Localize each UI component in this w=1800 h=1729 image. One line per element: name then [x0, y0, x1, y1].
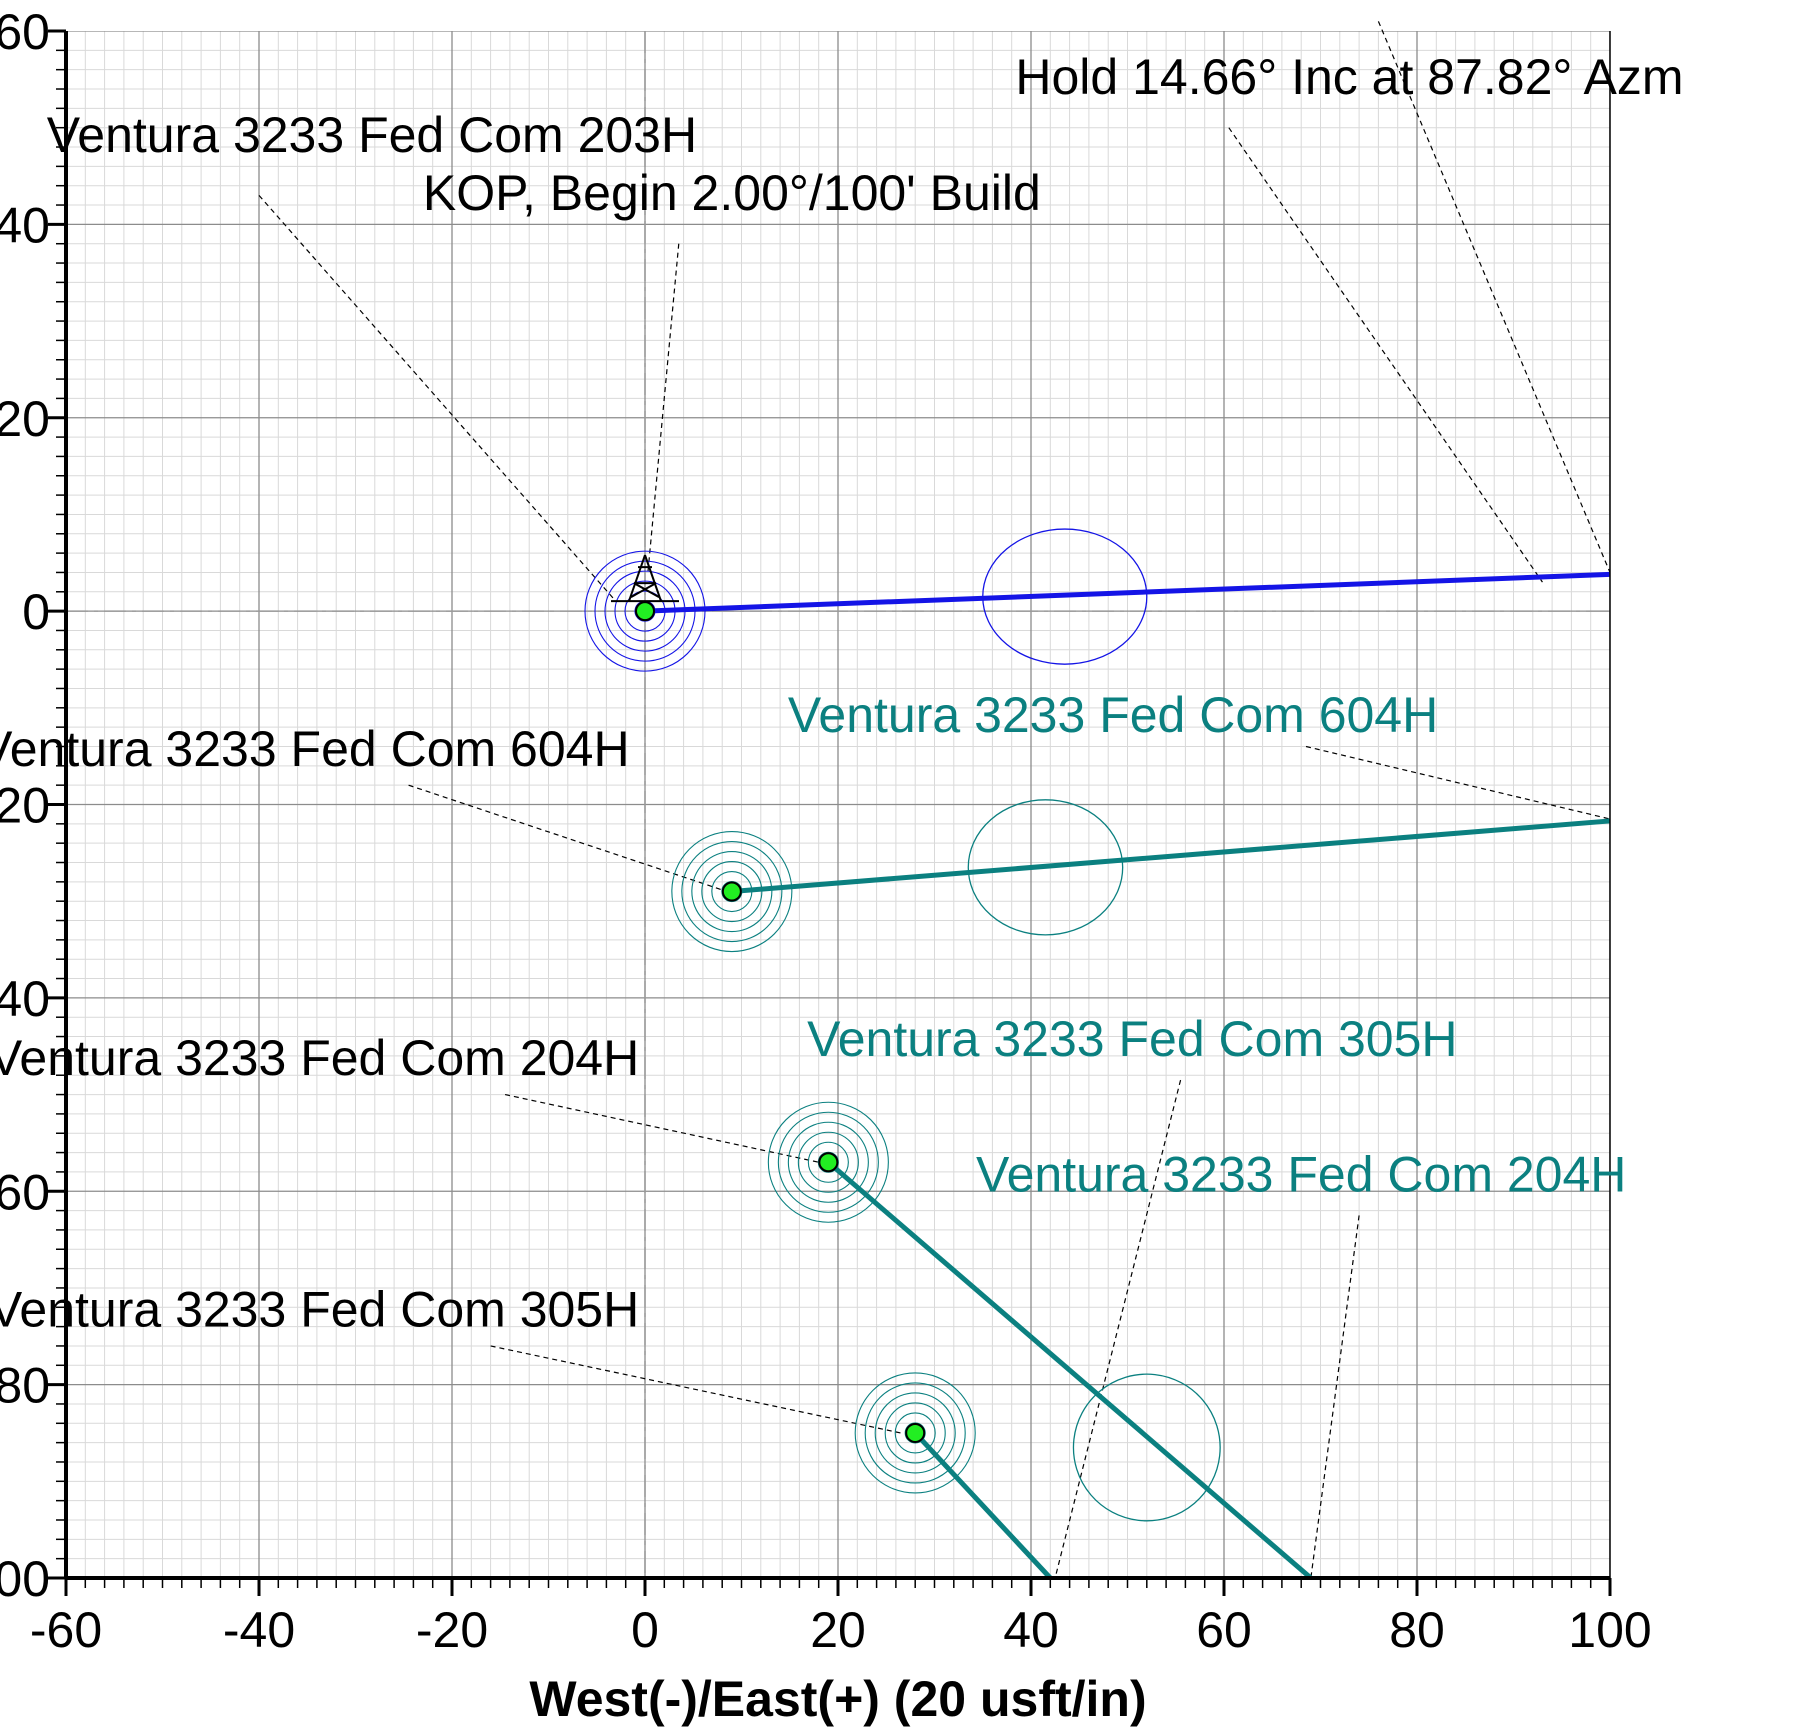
location-ring	[874, 1392, 956, 1474]
leader-line	[1054, 1079, 1182, 1579]
annotation-label: Ventura 3233 Fed Com 604H	[0, 721, 630, 777]
leader-line	[1305, 745, 1611, 820]
leader-line	[1228, 127, 1543, 583]
trajectory-line	[731, 818, 1611, 895]
leader-line	[647, 243, 680, 573]
y-tick-label: 60	[0, 4, 50, 60]
surface-location-marker	[635, 601, 655, 622]
x-tick-label: 80	[1389, 1602, 1445, 1658]
x-tick-label: -40	[223, 1602, 295, 1658]
annotation-label: Ventura 3233 Fed Com 305H	[807, 1011, 1457, 1067]
y-tick-label: -60	[0, 1164, 50, 1220]
location-ring	[777, 1111, 879, 1213]
y-tick-label: 40	[0, 197, 50, 253]
annotation-label: Hold 14.66° Inc at 87.82° Azm	[1015, 49, 1683, 105]
rig-strut	[628, 554, 646, 602]
surface-location-markers	[635, 601, 926, 1443]
rig-strut	[633, 582, 660, 598]
x-tick-label: 60	[1196, 1602, 1252, 1658]
x-tick-label: 40	[1003, 1602, 1059, 1658]
y-tick-label: -100	[0, 1551, 50, 1607]
uncertainty-ellipse	[1072, 1373, 1221, 1522]
x-tick-label: 0	[631, 1602, 659, 1658]
origin-axis-lines	[66, 31, 1610, 1578]
rig-strut	[644, 554, 662, 602]
annotation-leader-lines	[258, 21, 1611, 1579]
y-tick-label: -80	[0, 1358, 50, 1414]
surface-location-marker	[905, 1422, 926, 1443]
leader-line	[408, 784, 728, 893]
x-tick-label: -20	[416, 1602, 488, 1658]
x-tick-label: -60	[30, 1602, 102, 1658]
location-ring	[807, 1141, 849, 1183]
location-ring	[767, 1101, 889, 1223]
tick-marks	[48, 29, 1612, 1596]
location-ring	[787, 1121, 869, 1203]
annotation-label: Ventura 3233 Fed Com 604H	[788, 687, 1438, 743]
annotation-label: Ventura 3233 Fed Com 305H	[0, 1282, 639, 1338]
y-tick-label: 0	[22, 584, 50, 640]
leader-line	[1377, 21, 1611, 573]
leader-line	[1310, 1215, 1360, 1579]
trajectory-line	[644, 571, 1611, 614]
y-tick-labels: 60 40 20 0 -20 -40 -60 -80 -100	[0, 4, 50, 1607]
x-axis-title: West(-)/East(+) (20 usft/in)	[529, 1671, 1146, 1727]
location-ring	[681, 840, 783, 943]
y-tick-label: -20	[0, 778, 50, 834]
rig-strut	[630, 582, 657, 598]
leader-line	[258, 194, 617, 602]
location-ring	[797, 1131, 859, 1193]
x-tick-labels: -60 -40 -20 0 20 40 60 80 100	[30, 1602, 1652, 1658]
y-tick-label: 20	[0, 391, 50, 447]
y-tick-label: -40	[0, 971, 50, 1027]
uncertainty-ellipse	[967, 799, 1124, 936]
x-tick-label: 100	[1568, 1602, 1651, 1658]
annotation-label: Ventura 3233 Fed Com 204H	[976, 1146, 1626, 1202]
annotation-label: KOP, Begin 2.00°/100' Build	[423, 165, 1041, 221]
location-ring	[894, 1412, 936, 1454]
location-ring	[671, 830, 793, 953]
location-ring	[691, 850, 773, 933]
annotation-label: Ventura 3233 Fed Com 203H	[47, 107, 697, 163]
trajectory-line	[913, 1431, 1053, 1580]
location-ring	[864, 1382, 966, 1484]
location-ring	[854, 1372, 976, 1494]
drilling-rig-icon	[611, 554, 679, 603]
location-ring	[884, 1402, 946, 1464]
x-tick-label: 20	[810, 1602, 866, 1658]
surface-location-marker	[721, 881, 742, 902]
trajectory-line	[826, 1160, 1313, 1580]
leader-line	[490, 1345, 901, 1434]
annotation-labels: Hold 14.66° Inc at 87.82° Azm Ventura 323…	[0, 49, 1684, 1338]
surface-location-marker	[818, 1152, 839, 1173]
trajectory-lines	[644, 571, 1611, 1580]
annotation-label: Ventura 3233 Fed Com 204H	[0, 1030, 639, 1086]
